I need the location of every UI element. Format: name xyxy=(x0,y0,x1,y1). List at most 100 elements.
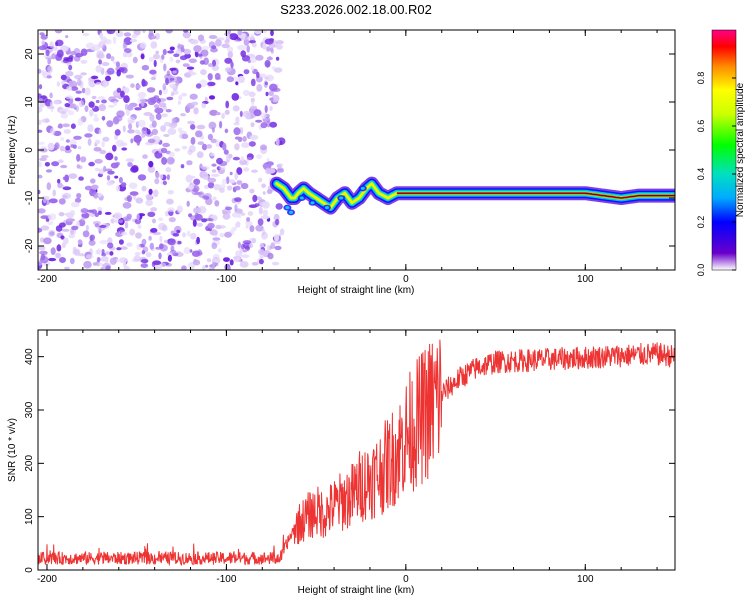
noise-blob xyxy=(204,96,208,103)
noise-blob xyxy=(191,250,201,257)
noise-blob xyxy=(94,167,100,172)
noise-blob xyxy=(229,33,239,41)
noise-blob xyxy=(170,245,175,252)
noise-blob xyxy=(270,48,274,55)
noise-blob xyxy=(168,151,175,158)
noise-blob xyxy=(132,56,138,64)
noise-blob xyxy=(249,225,255,233)
noise-blob xyxy=(127,104,134,111)
noise-blob xyxy=(74,74,83,80)
noise-blob xyxy=(180,47,185,53)
noise-blob xyxy=(47,142,55,151)
noise-blob xyxy=(226,153,231,162)
noise-blob xyxy=(210,153,215,157)
noise-blob xyxy=(93,117,100,122)
noise-blob xyxy=(127,129,135,134)
noise-blob xyxy=(171,117,177,125)
noise-blob xyxy=(142,154,148,159)
noise-blob xyxy=(60,74,67,81)
noise-blob xyxy=(87,124,94,132)
noise-blob xyxy=(200,69,207,76)
noise-blob xyxy=(85,254,94,260)
noise-blob xyxy=(256,84,263,92)
noise-blob xyxy=(57,178,61,184)
noise-blob xyxy=(241,55,251,62)
noise-blob xyxy=(197,53,203,57)
noise-blob xyxy=(97,262,103,267)
noise-blob xyxy=(225,206,233,211)
noise-blob xyxy=(137,91,147,98)
noise-blob xyxy=(137,174,147,181)
noise-blob xyxy=(237,30,243,36)
noise-blob xyxy=(94,139,101,145)
noise-blob xyxy=(204,264,209,268)
noise-blob xyxy=(255,54,264,61)
noise-blob xyxy=(97,96,105,100)
noise-blob xyxy=(248,91,256,98)
noise-blob xyxy=(113,219,119,223)
colorbar-tick-label: 0.8 xyxy=(696,72,706,85)
noise-blob xyxy=(120,90,125,98)
noise-blob xyxy=(112,144,117,152)
noise-blob xyxy=(55,225,63,232)
noise-blob xyxy=(251,65,254,72)
noise-blob xyxy=(207,81,216,87)
noise-blob xyxy=(248,141,256,147)
noise-blob xyxy=(137,119,146,128)
noise-blob xyxy=(116,247,122,251)
noise-blob xyxy=(169,83,177,89)
noise-blob xyxy=(219,232,225,238)
noise-blob xyxy=(190,232,197,240)
noise-blob xyxy=(87,138,92,146)
spectrogram-ylabel: Frequency (Hz) xyxy=(7,116,18,185)
noise-blob xyxy=(266,157,270,162)
noise-blob xyxy=(242,249,248,253)
noise-blob xyxy=(167,190,174,195)
noise-blob xyxy=(190,137,196,145)
colorbar-tick-label: 0.6 xyxy=(696,120,706,133)
noise-blob xyxy=(39,102,45,108)
noise-blob xyxy=(211,163,217,167)
y-tick-label: 300 xyxy=(24,401,35,418)
noise-blob xyxy=(276,164,282,168)
noise-blob xyxy=(192,259,201,266)
noise-blob xyxy=(75,90,82,94)
noise-blob xyxy=(69,257,75,265)
noise-blob xyxy=(183,48,192,55)
noise-blob xyxy=(89,235,94,242)
noise-blob xyxy=(55,252,61,259)
y-tick-label: 200 xyxy=(24,455,35,472)
noise-blob xyxy=(65,95,74,100)
noise-blob xyxy=(98,168,105,175)
noise-blob xyxy=(46,182,52,191)
noise-blob xyxy=(186,200,190,207)
noise-blob xyxy=(265,91,269,97)
onset-blob-core xyxy=(324,206,329,210)
noise-blob xyxy=(150,207,158,212)
noise-blob xyxy=(107,242,114,249)
noise-blob xyxy=(110,162,119,169)
noise-blob xyxy=(99,32,104,39)
noise-blob xyxy=(135,84,142,89)
noise-blob xyxy=(95,82,102,86)
noise-blob xyxy=(61,80,65,86)
noise-blob xyxy=(269,121,278,128)
noise-blob xyxy=(215,224,222,230)
noise-blob xyxy=(102,81,108,88)
noise-blob xyxy=(80,208,89,214)
noise-blob xyxy=(60,45,69,52)
noise-blob xyxy=(243,38,250,46)
noise-blob xyxy=(272,261,280,266)
noise-blob xyxy=(84,87,91,96)
noise-blob xyxy=(150,76,156,81)
noise-blob xyxy=(98,129,102,135)
noise-blob xyxy=(229,179,235,184)
noise-blob xyxy=(223,149,229,155)
noise-blob xyxy=(262,228,266,236)
snr-xlabel: Height of straight line (km) xyxy=(298,585,415,596)
noise-blob xyxy=(118,239,124,245)
noise-blob xyxy=(242,89,250,96)
colorbar-gradient xyxy=(712,30,736,270)
noise-blob xyxy=(64,103,71,108)
noise-blob xyxy=(262,191,266,195)
